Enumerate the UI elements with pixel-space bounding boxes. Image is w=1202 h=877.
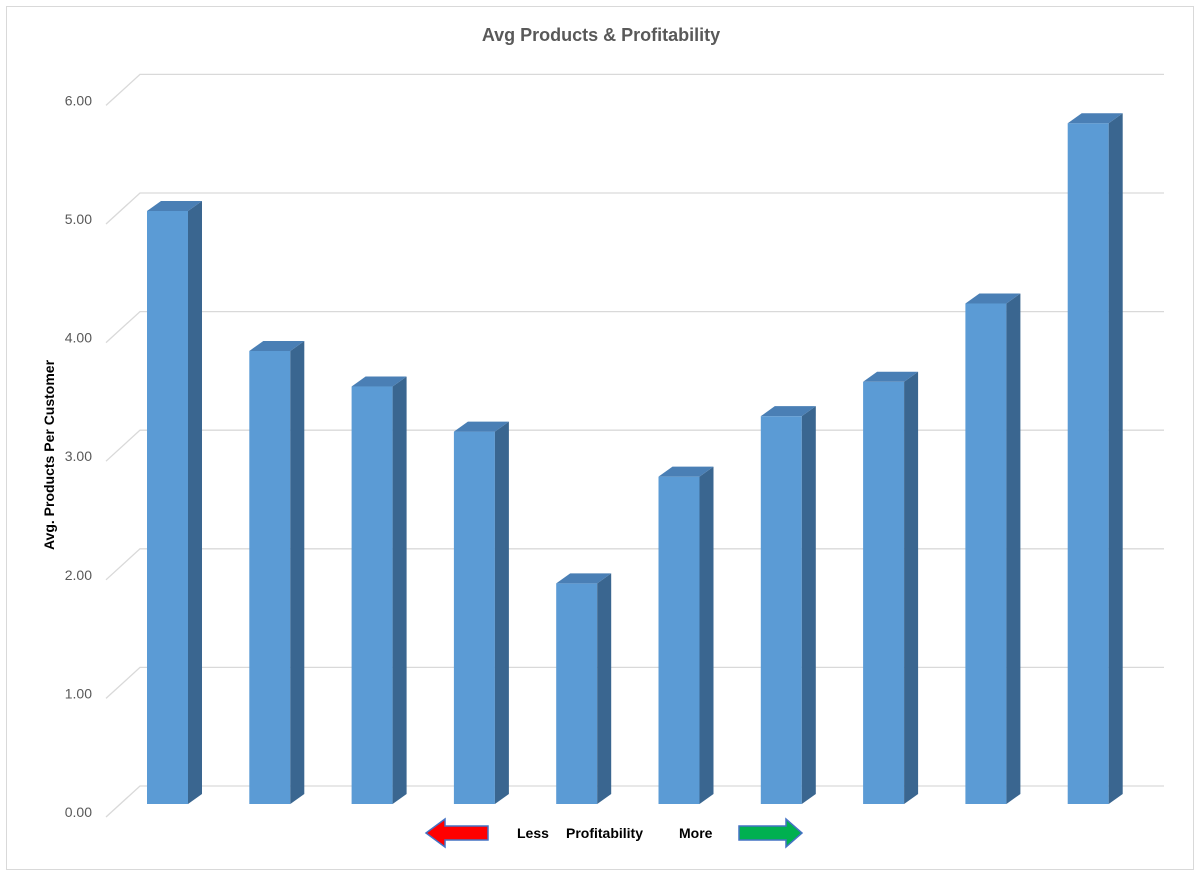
y-tick-label: 1.00: [65, 685, 92, 701]
y-axis-ticks: 0.00 1.00 2.00 3.00 4.00 5.00 6.00: [65, 92, 92, 820]
bar-side: [699, 466, 714, 804]
y-axis-label: Avg. Products Per Customer: [41, 359, 57, 550]
gridline: [105, 548, 1164, 581]
gridlines: [105, 73, 1164, 818]
bar: [965, 293, 1021, 804]
bar-front: [351, 386, 393, 804]
bar: [147, 201, 202, 804]
bar-front: [863, 381, 905, 804]
bar-top: [1067, 113, 1123, 124]
gridline: [105, 666, 1164, 699]
gridline: [105, 192, 1164, 225]
bar: [351, 376, 407, 804]
bar-front: [658, 476, 700, 804]
bar: [658, 466, 714, 804]
bar-top: [453, 421, 509, 432]
bar-side: [290, 340, 305, 804]
y-tick-label: 3.00: [65, 448, 92, 464]
bar-side: [801, 406, 816, 804]
bar-top: [556, 573, 612, 584]
bar-top: [249, 340, 305, 351]
bar-top: [863, 371, 919, 382]
y-tick-label: 0.00: [65, 804, 92, 820]
legend-more-label: More: [679, 825, 713, 841]
bar-top: [658, 466, 714, 477]
arrow-right-icon: [738, 817, 804, 849]
bar-side: [1108, 113, 1123, 804]
bar-front: [249, 350, 291, 804]
y-tick-label: 4.00: [65, 330, 92, 346]
bar-side: [188, 201, 202, 804]
bar-series: [147, 113, 1123, 804]
y-tick-label: 5.00: [65, 211, 92, 227]
bar-front: [1067, 123, 1109, 804]
bar-top: [351, 376, 407, 387]
gridline: [105, 73, 1164, 106]
y-tick-label: 6.00: [65, 92, 92, 108]
gridline: [105, 429, 1164, 462]
bar-front: [453, 431, 495, 804]
bar: [556, 573, 612, 804]
gridline: [105, 785, 1164, 818]
bar-top: [965, 293, 1021, 304]
bar-front: [556, 583, 598, 804]
bar-side: [1006, 293, 1021, 804]
bar: [1067, 113, 1123, 804]
bar-top: [147, 201, 202, 211]
y-tick-label: 2.00: [65, 567, 92, 583]
bar-top: [760, 406, 816, 417]
bar: [863, 371, 919, 804]
bar-side: [904, 371, 919, 804]
bar: [760, 406, 816, 804]
bar: [249, 340, 305, 804]
bar-front: [760, 416, 802, 804]
bar-side: [494, 421, 509, 804]
bar-front: [147, 211, 188, 804]
legend-profitability-label: Profitability: [566, 825, 643, 841]
profitability-legend: Less Profitability More: [424, 817, 804, 849]
arrow-left-icon: [424, 817, 489, 849]
gridline: [105, 310, 1164, 344]
bar: [453, 421, 509, 804]
bar-front: [965, 303, 1007, 804]
chart-title: Avg Products & Profitability: [482, 25, 720, 45]
bar-side: [392, 376, 407, 804]
legend-less-label: Less: [517, 825, 549, 841]
bar-side: [597, 573, 612, 804]
